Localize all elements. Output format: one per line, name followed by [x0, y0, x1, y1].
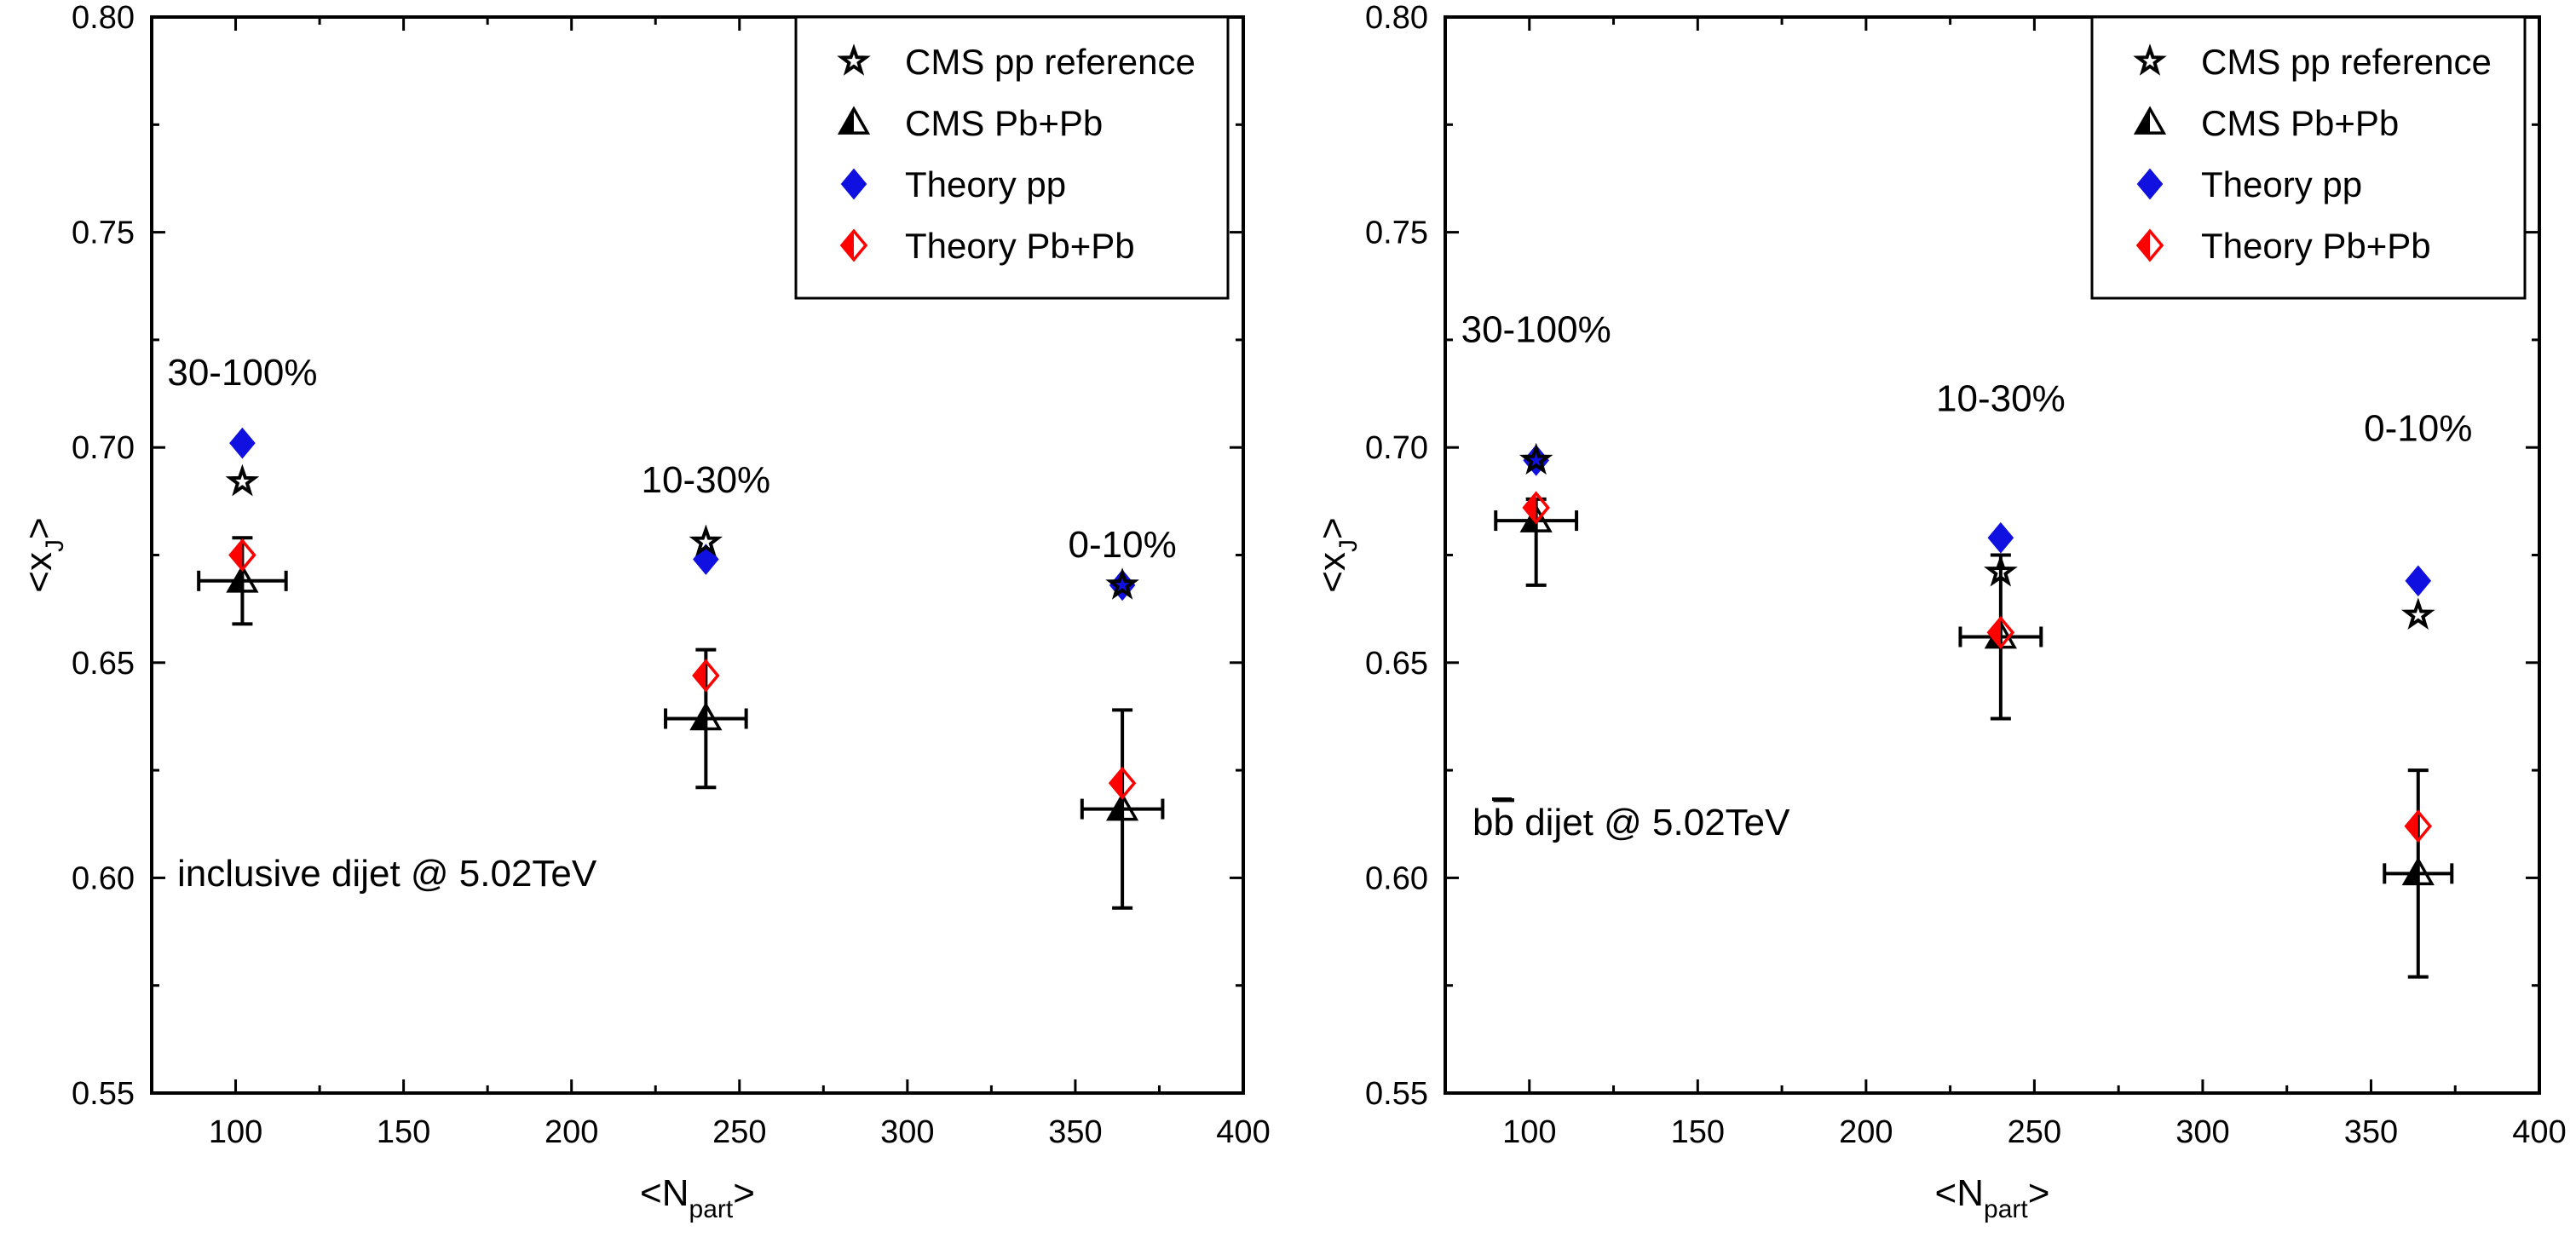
centrality-label: 30-100%: [1461, 308, 1611, 350]
y-tick-label: 0.70: [1365, 430, 1428, 466]
x-tick-label: 300: [880, 1114, 934, 1150]
x-tick-label: 150: [1671, 1114, 1725, 1150]
y-tick-label: 0.80: [1365, 0, 1428, 36]
legend-label: Theory Pb+Pb: [905, 226, 1135, 266]
x-tick-label: 100: [1502, 1114, 1556, 1150]
legend-label: Theory Pb+Pb: [2201, 226, 2431, 266]
data-point-half-diamond: [1988, 618, 2001, 647]
data-point-half-triangle-outline: [1105, 791, 1139, 821]
left-chart-panel: 100 150 200 250 300 350 400 0.55 0.60 0.65 0.70 0.7…: [18, 0, 1271, 1223]
x-tick-label: 250: [2008, 1114, 2061, 1150]
legend-box: [2090, 15, 2527, 300]
data-point-half-diamond-outline: [1108, 766, 1137, 800]
legend-marker-outline: [2135, 228, 2164, 262]
legend-label: CMS Pb+Pb: [2201, 103, 2399, 143]
x-axis-label: <Npart>: [640, 1172, 755, 1223]
legend-label: Theory pp: [2201, 164, 2362, 204]
data-point-half-diamond-outline: [692, 659, 720, 693]
legend-label: CMS pp reference: [905, 42, 1196, 82]
data-point-half-diamond-outline: [1986, 615, 2015, 649]
data-point-half-triangle-outline: [2401, 856, 2435, 886]
data-point-half-diamond: [230, 540, 243, 570]
legend-label: CMS pp reference: [2201, 42, 2492, 82]
data-point-half-triangle-outline: [226, 564, 259, 593]
y-tick-label: 0.65: [72, 646, 135, 682]
x-tick-label: 250: [712, 1114, 766, 1150]
centrality-label: 0-10%: [2364, 408, 2472, 450]
dijet-annotation: bb dijet @ 5.02TeV: [1472, 802, 1790, 843]
data-point-half-triangle-outline: [1519, 504, 1553, 532]
data-point-diamond: [229, 427, 256, 459]
data-point-half-diamond: [1110, 768, 1123, 798]
y-tick-label: 0.60: [1365, 860, 1428, 896]
y-tick-label: 0.75: [1365, 216, 1428, 251]
y-tick-label: 0.65: [1365, 646, 1428, 682]
data-point-star: [1984, 554, 2018, 587]
y-tick-label: 0.55: [72, 1076, 135, 1112]
x-tick-label: 200: [1839, 1114, 1893, 1150]
data-point-star: [2400, 597, 2435, 630]
y-tick-label: 0.70: [72, 430, 135, 466]
data-point-diamond: [1987, 521, 2014, 554]
data-point-star: [225, 463, 260, 497]
legend-marker: [842, 231, 854, 260]
x-tick-label: 400: [1216, 1114, 1270, 1150]
y-tick-label: 0.55: [1365, 1076, 1428, 1112]
centrality-label: 0-10%: [1069, 524, 1177, 566]
legend-marker: [840, 168, 867, 200]
legend-marker-outline: [839, 228, 868, 262]
right-chart-panel: 100 150 200 250 300 350 400 0.55 0.60 0.65 0.70 0.7…: [1311, 0, 2567, 1223]
legend-marker: [837, 43, 871, 76]
data-point-half-diamond: [694, 661, 706, 690]
y-axis-label: <xJ>: [1311, 517, 1363, 592]
x-tick-label: 350: [2344, 1114, 2398, 1150]
data-point-half-diamond-outline: [2404, 809, 2433, 843]
legend-label: CMS Pb+Pb: [905, 103, 1103, 143]
centrality-label: 10-30%: [642, 459, 771, 501]
data-point-star: [689, 524, 723, 557]
x-tick-label: 350: [1048, 1114, 1102, 1150]
legend-marker-outline: [837, 106, 871, 135]
x-tick-label: 300: [2175, 1114, 2229, 1150]
x-tick-label: 400: [2512, 1114, 2566, 1150]
centrality-label: 10-30%: [1936, 377, 2066, 419]
data-point-half-diamond-outline: [228, 538, 256, 573]
legend-marker-outline: [2133, 106, 2167, 135]
legend-marker: [2136, 168, 2164, 200]
data-point-diamond: [693, 544, 719, 575]
data-point-half-diamond: [1524, 493, 1536, 522]
data-point-half-diamond-outline: [1522, 491, 1550, 525]
dijet-annotation: inclusive dijet @ 5.02TeV: [177, 853, 597, 895]
legend-box: [794, 15, 1230, 300]
x-tick-label: 150: [377, 1114, 430, 1150]
legend-marker: [2138, 231, 2150, 260]
data-point-diamond: [2405, 565, 2432, 597]
data-point-star: [1105, 567, 1139, 600]
data-point-star: [1519, 442, 1553, 475]
data-point-half-diamond: [2406, 811, 2418, 841]
x-tick-label: 200: [545, 1114, 598, 1150]
y-axis-label: <xJ>: [18, 517, 69, 592]
centrality-label: 30-100%: [167, 352, 317, 394]
legend-label: Theory pp: [905, 164, 1066, 204]
y-tick-label: 0.60: [72, 860, 135, 896]
y-tick-label: 0.75: [72, 216, 135, 251]
x-tick-label: 100: [209, 1114, 262, 1150]
x-axis-label: <Npart>: [1935, 1172, 2050, 1223]
data-point-half-triangle-outline: [689, 701, 723, 731]
y-tick-label: 0.80: [72, 0, 135, 36]
legend-marker: [2133, 43, 2167, 76]
